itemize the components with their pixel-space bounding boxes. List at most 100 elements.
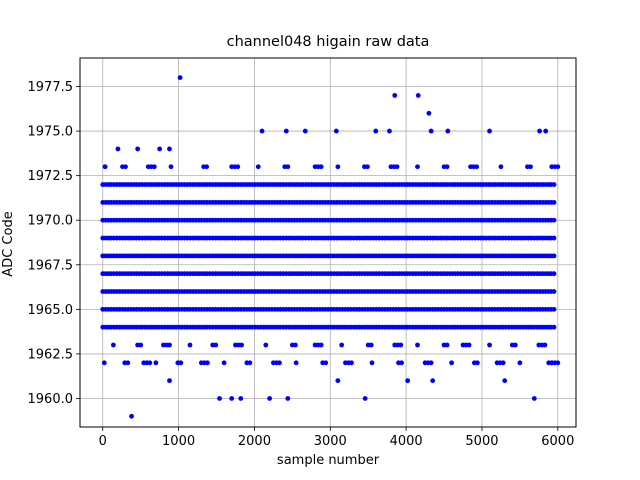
data-point <box>444 342 450 348</box>
data-point <box>229 396 235 401</box>
data-point <box>259 128 265 134</box>
data-point <box>394 164 400 170</box>
data-point <box>177 75 183 81</box>
data-point <box>293 360 299 366</box>
data-point <box>235 164 241 170</box>
x-tick-label: 2000 <box>238 434 271 449</box>
data-point <box>285 164 291 170</box>
data-point <box>415 164 420 170</box>
y-tick-label: 1977.5 <box>28 80 74 95</box>
data-point <box>178 360 184 366</box>
data-point <box>323 360 329 366</box>
data-point <box>369 360 375 366</box>
data-point <box>239 342 244 348</box>
data-point <box>444 164 450 170</box>
data-point <box>543 128 549 134</box>
data-point <box>135 146 141 152</box>
data-point <box>474 164 480 170</box>
x-tick-label: 3000 <box>314 434 347 449</box>
data-point <box>487 128 492 134</box>
data-point <box>205 360 210 366</box>
data-point <box>399 360 404 366</box>
data-point <box>551 271 557 277</box>
data-point <box>430 378 436 384</box>
data-point <box>267 396 273 401</box>
data-point <box>221 360 227 366</box>
data-point <box>528 164 533 170</box>
data-point <box>555 164 561 170</box>
data-point <box>498 164 504 170</box>
data-point <box>125 360 131 366</box>
data-point <box>426 110 432 116</box>
data-point <box>551 182 557 187</box>
x-axis-ticks: 0 1000 2000 3000 4000 5000 6000 <box>99 427 574 449</box>
data-point <box>475 360 480 366</box>
data-point <box>283 128 289 134</box>
data-point <box>238 396 244 401</box>
data-point <box>365 164 370 170</box>
data-point <box>551 306 557 312</box>
data-point <box>255 164 261 170</box>
y-tick-label: 1975.0 <box>28 125 74 140</box>
data-point <box>115 146 121 152</box>
chart-title: channel048 higain raw data <box>226 34 430 50</box>
data-point <box>551 253 557 259</box>
data-point <box>373 128 379 134</box>
data-point <box>335 378 341 384</box>
y-tick-label: 1967.5 <box>28 258 74 273</box>
data-points <box>100 75 561 419</box>
data-point <box>551 289 557 294</box>
data-point <box>542 342 548 348</box>
data-point <box>187 342 193 348</box>
data-point <box>368 342 374 348</box>
y-axis-label: ADC Code <box>1 211 16 277</box>
data-point <box>147 360 153 366</box>
data-point <box>537 128 542 134</box>
y-tick-label: 1962.5 <box>28 347 74 362</box>
data-point <box>285 396 291 401</box>
data-point <box>167 146 172 152</box>
data-point <box>551 199 557 205</box>
data-point <box>502 378 508 384</box>
data-point <box>398 342 404 348</box>
data-point <box>405 378 411 384</box>
data-point <box>302 128 308 134</box>
data-point <box>333 128 339 134</box>
data-point <box>428 128 434 134</box>
data-point <box>392 93 398 98</box>
y-tick-label: 1970.0 <box>28 214 74 229</box>
data-point <box>168 164 174 170</box>
data-point <box>318 342 324 348</box>
y-tick-label: 1965.0 <box>28 303 74 318</box>
data-point <box>428 360 434 366</box>
data-point <box>445 128 451 134</box>
data-point <box>263 342 269 348</box>
data-point <box>292 342 298 348</box>
data-point <box>387 128 392 134</box>
data-point <box>157 146 163 152</box>
data-point <box>123 164 128 170</box>
data-point <box>551 324 557 330</box>
data-point <box>153 360 159 366</box>
data-point <box>335 164 341 170</box>
data-point <box>415 93 421 98</box>
y-tick-label: 1960.0 <box>28 392 74 407</box>
data-point <box>555 360 561 366</box>
data-point <box>102 164 108 170</box>
x-tick-label: 4000 <box>390 434 423 449</box>
data-point <box>551 217 557 223</box>
y-axis-ticks: 1960.0 1962.5 1965.0 1967.5 1970.0 1972.5 1975… <box>28 80 80 407</box>
data-point <box>138 342 144 348</box>
data-point <box>449 360 455 366</box>
data-point <box>213 342 219 348</box>
data-point <box>349 360 354 366</box>
x-tick-label: 6000 <box>541 434 574 449</box>
x-tick-label: 5000 <box>465 434 498 449</box>
x-tick-label: 1000 <box>162 434 195 449</box>
axes-frame <box>79 57 577 428</box>
data-point <box>217 396 222 401</box>
data-point <box>500 360 506 366</box>
data-point <box>167 378 172 384</box>
